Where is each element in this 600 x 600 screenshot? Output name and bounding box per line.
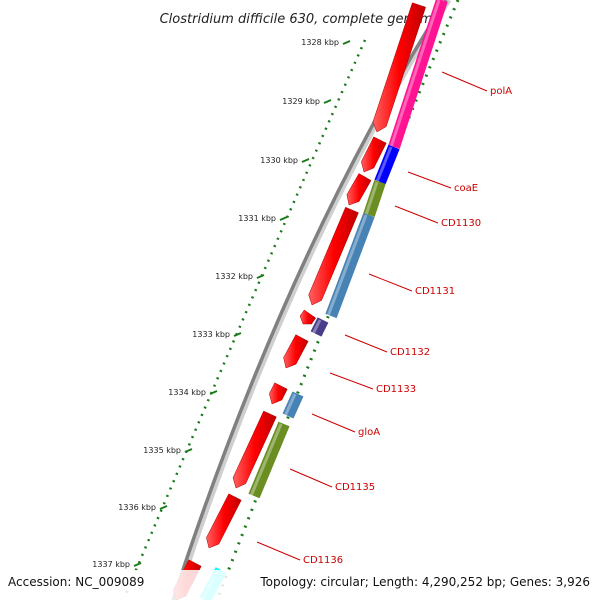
- gene-leader-line: [344, 334, 388, 353]
- tick-label: 1335 kbp: [143, 446, 181, 455]
- gene-label-cd1130: CD1130: [441, 218, 481, 229]
- gene-leader-line: [441, 71, 488, 92]
- reverse-strand-features: [199, 0, 448, 600]
- reverse-gene-highlight: [364, 181, 379, 216]
- tick-mark: [209, 390, 218, 395]
- gene-label-cd1135: CD1135: [335, 482, 375, 493]
- gene-label-gloa: gloA: [358, 427, 380, 438]
- forward-gene-arrow: [346, 173, 372, 206]
- forward-gene-arrow: [283, 334, 309, 369]
- tick-mark: [233, 332, 242, 337]
- gene-leader-line: [394, 205, 439, 224]
- forward-gene-arrow: [299, 309, 317, 325]
- forward-gene-arrow: [232, 410, 277, 489]
- forward-gene-arrow: [206, 493, 242, 549]
- reverse-gene-bar-cd1132: [310, 317, 329, 337]
- reverse-gene-highlight: [326, 214, 368, 317]
- tick-label: 1334 kbp: [168, 388, 206, 397]
- inner-dot-track: [215, 0, 460, 600]
- gene-leader-line: [256, 541, 301, 561]
- tick-label: 1333 kbp: [192, 330, 230, 339]
- tick-mark: [133, 562, 142, 567]
- accession-text: Accession: NC_009089: [8, 575, 144, 589]
- gene-leader-line: [407, 171, 452, 189]
- gene-label-cd1136: CD1136: [303, 555, 343, 566]
- tick-label: 1331 kbp: [238, 214, 276, 223]
- reverse-gene-highlight: [249, 423, 283, 497]
- reverse-gene-highlight: [375, 146, 393, 183]
- reverse-gene-bar-cd1130: [363, 180, 386, 217]
- gene-leader-line: [368, 273, 413, 292]
- reverse-gene-highlight: [283, 393, 297, 417]
- reverse-gene-bar-pola: [388, 0, 448, 149]
- tick-mark: [184, 448, 193, 453]
- tick-mark: [279, 216, 288, 221]
- forward-gene-arrow: [269, 382, 288, 405]
- gene-label-pola: polA: [490, 86, 512, 97]
- gene-leader-line: [329, 372, 374, 390]
- tick-label: 1329 kbp: [282, 97, 320, 106]
- gene-label-coae: coaE: [454, 183, 478, 194]
- reverse-gene-bar-cd1135: [248, 421, 290, 499]
- tick-label: 1332 kbp: [215, 272, 253, 281]
- tick-label: 1330 kbp: [260, 156, 298, 165]
- map-title: Clostridium difficile 630, complete geno…: [160, 12, 441, 27]
- gene-leader-line: [289, 468, 333, 488]
- scale-arc: [123, 39, 367, 597]
- reverse-gene-highlight: [389, 0, 441, 148]
- reverse-gene-bar-gloa: [282, 391, 304, 419]
- tick-mark: [301, 158, 310, 163]
- gene-label-cd1132: CD1132: [390, 347, 430, 358]
- forward-strand-features: [173, 2, 426, 600]
- forward-gene-arrow: [372, 2, 426, 133]
- forward-gene-arrow: [308, 206, 359, 306]
- gene-label-cd1133: CD1133: [376, 384, 416, 395]
- tick-mark: [342, 40, 351, 45]
- backbone-shadow: [173, 0, 452, 600]
- gene-label-group: polA coaE CD1130 CD1131 CD1132 CD1133 gloA CD11…: [256, 71, 512, 566]
- reverse-gene-highlight: [311, 319, 322, 335]
- tick-mark: [256, 274, 265, 279]
- tick-mark: [159, 505, 168, 510]
- forward-gene-arrow: [361, 136, 387, 173]
- genome-summary-text: Topology: circular; Length: 4,290,252 bp…: [259, 575, 590, 589]
- tick-group: 1328 kbp 1329 kbp 1330 kbp 1331 kbp 1332 kbp…: [92, 38, 351, 569]
- gene-leader-line: [311, 413, 356, 433]
- reverse-gene-bar-coae: [374, 144, 400, 185]
- tick-label: 1336 kbp: [118, 503, 156, 512]
- tick-mark: [323, 99, 332, 104]
- tick-label: 1337 kbp: [92, 560, 130, 569]
- tick-label: 1328 kbp: [301, 38, 339, 47]
- reverse-gene-bar-cd1131: [325, 212, 375, 319]
- gene-label-cd1131: CD1131: [415, 286, 455, 297]
- backbone: [171, 0, 448, 600]
